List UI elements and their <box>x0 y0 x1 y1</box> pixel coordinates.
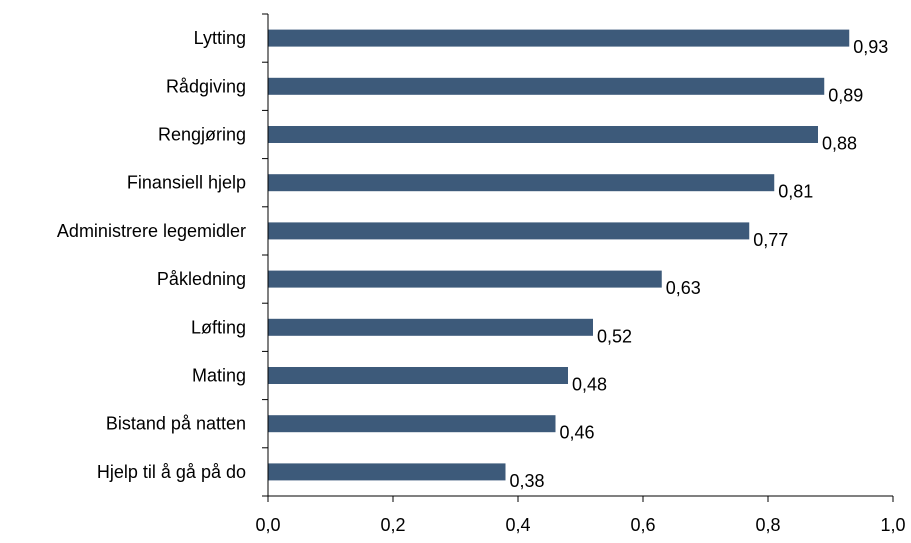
bar-9 <box>268 463 506 481</box>
value-label-6: 0,52 <box>597 326 632 346</box>
bar-5 <box>268 270 662 288</box>
x-tick-label-0: 0,0 <box>255 515 280 535</box>
category-label-5: Påkledning <box>157 269 246 289</box>
bars <box>268 29 850 481</box>
category-label-8: Bistand på natten <box>106 414 246 434</box>
value-label-7: 0,48 <box>572 375 607 395</box>
value-label-8: 0,46 <box>560 423 595 443</box>
category-label-0: Lytting <box>194 28 246 48</box>
category-label-9: Hjelp til å gå på do <box>97 462 246 482</box>
x-tick-label-2: 0,4 <box>505 515 530 535</box>
x-axis-ticks <box>267 496 894 502</box>
category-label-3: Finansiell hjelp <box>127 173 246 193</box>
x-tick-labels: 0,0 0,2 0,4 0,6 0,8 1,0 <box>255 515 905 535</box>
bar-6 <box>268 318 593 336</box>
bar-3 <box>268 174 775 192</box>
value-label-0: 0,93 <box>853 37 888 57</box>
x-tick-label-4: 0,8 <box>755 515 780 535</box>
category-label-7: Mating <box>192 366 246 386</box>
category-labels: Lytting Rådgiving Rengjøring Finansiell hje… <box>57 28 246 482</box>
bar-4 <box>268 222 750 240</box>
x-tick-label-1: 0,2 <box>380 515 405 535</box>
x-tick-label-5: 1,0 <box>880 515 905 535</box>
category-label-2: Rengjøring <box>158 125 246 145</box>
bar-8 <box>268 415 556 433</box>
value-label-1: 0,89 <box>828 85 863 105</box>
value-labels: 0,93 0,89 0,88 0,81 0,77 0,63 0,52 0,48 0,46 0,38 <box>510 37 889 491</box>
bar-0 <box>268 29 850 47</box>
category-label-4: Administrere legemidler <box>57 221 246 241</box>
value-label-2: 0,88 <box>822 134 857 154</box>
y-axis-ticks <box>262 13 268 497</box>
value-label-3: 0,81 <box>778 182 813 202</box>
bar-1 <box>268 77 825 95</box>
x-tick-label-3: 0,6 <box>630 515 655 535</box>
value-label-5: 0,63 <box>666 278 701 298</box>
value-label-9: 0,38 <box>510 471 545 491</box>
category-label-6: Løfting <box>191 317 246 337</box>
bar-2 <box>268 126 818 143</box>
category-label-1: Rådgiving <box>166 76 246 96</box>
value-label-4: 0,77 <box>753 230 788 250</box>
bar-7 <box>268 367 568 384</box>
